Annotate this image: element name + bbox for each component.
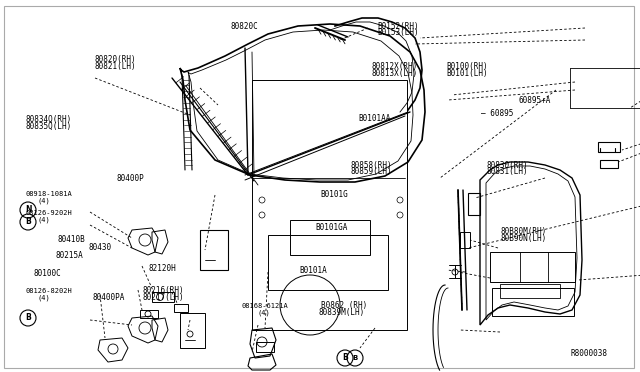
Bar <box>468 193 480 215</box>
Text: 80820(RH): 80820(RH) <box>95 55 136 64</box>
Text: N: N <box>25 205 31 215</box>
Text: 80216(RH): 80216(RH) <box>142 286 184 295</box>
Text: 80839M(LH): 80839M(LH) <box>319 308 365 317</box>
Text: B0862 (RH): B0862 (RH) <box>321 301 367 310</box>
Text: 08126-8202H: 08126-8202H <box>26 288 72 294</box>
Text: 80813X(LH): 80813X(LH) <box>371 69 417 78</box>
Text: 80215A: 80215A <box>55 251 83 260</box>
Text: 80820C: 80820C <box>230 22 258 31</box>
Bar <box>500 284 560 298</box>
Text: 80834Q(RH): 80834Q(RH) <box>26 115 72 124</box>
Text: B0101A: B0101A <box>300 266 327 275</box>
Text: B0101GA: B0101GA <box>315 223 348 232</box>
Text: 80410B: 80410B <box>58 235 85 244</box>
Text: (4): (4) <box>37 216 50 223</box>
Text: 80835Q(LH): 80835Q(LH) <box>26 122 72 131</box>
Text: (4): (4) <box>37 294 50 301</box>
Bar <box>152 292 174 302</box>
Text: 80400P: 80400P <box>116 174 144 183</box>
Text: 80859(LH): 80859(LH) <box>351 167 392 176</box>
Text: B0152(RH): B0152(RH) <box>378 22 419 31</box>
Bar <box>268 235 388 290</box>
Bar <box>460 232 470 248</box>
Text: 08918-1081A: 08918-1081A <box>26 191 72 197</box>
Text: (4): (4) <box>257 309 270 316</box>
Text: 80821(LH): 80821(LH) <box>95 62 136 71</box>
Text: 80B90N(LH): 80B90N(LH) <box>500 234 547 243</box>
Text: 08168-6121A: 08168-6121A <box>242 303 289 309</box>
Bar <box>492 288 574 316</box>
Text: B: B <box>353 355 358 361</box>
Text: — 60895: — 60895 <box>481 109 514 118</box>
Bar <box>252 80 407 330</box>
Text: 08126-9202H: 08126-9202H <box>26 210 72 216</box>
Text: 80430: 80430 <box>88 243 111 252</box>
Text: B: B <box>25 218 31 227</box>
Bar <box>200 230 228 270</box>
Bar <box>180 313 205 348</box>
Text: (4): (4) <box>37 198 50 204</box>
Bar <box>600 160 618 168</box>
Text: B0101G: B0101G <box>320 190 348 199</box>
Text: 80812X(RH): 80812X(RH) <box>371 62 417 71</box>
Text: 82120H: 82120H <box>148 264 176 273</box>
Bar <box>290 220 370 255</box>
Text: B0153(LH): B0153(LH) <box>378 28 419 37</box>
Text: 80831(LH): 80831(LH) <box>486 167 528 176</box>
Text: R8000038: R8000038 <box>571 349 608 358</box>
Text: B0100(RH): B0100(RH) <box>447 62 488 71</box>
Text: 80B80M(RH): 80B80M(RH) <box>500 227 547 236</box>
Text: B0101AA: B0101AA <box>358 114 391 123</box>
Text: B0101(LH): B0101(LH) <box>447 69 488 78</box>
Text: B: B <box>342 353 348 362</box>
Text: 80830(RH): 80830(RH) <box>486 161 528 170</box>
Bar <box>598 142 620 152</box>
Text: 80400PA: 80400PA <box>92 293 125 302</box>
Text: 80217(LH): 80217(LH) <box>142 293 184 302</box>
Bar <box>256 342 274 352</box>
Text: B: B <box>25 314 31 323</box>
Bar <box>490 252 575 282</box>
Text: 80858(RH): 80858(RH) <box>351 161 392 170</box>
Text: 80100C: 80100C <box>33 269 61 278</box>
Bar <box>140 310 158 318</box>
Bar <box>174 304 188 312</box>
Text: 60895+A: 60895+A <box>518 96 551 105</box>
